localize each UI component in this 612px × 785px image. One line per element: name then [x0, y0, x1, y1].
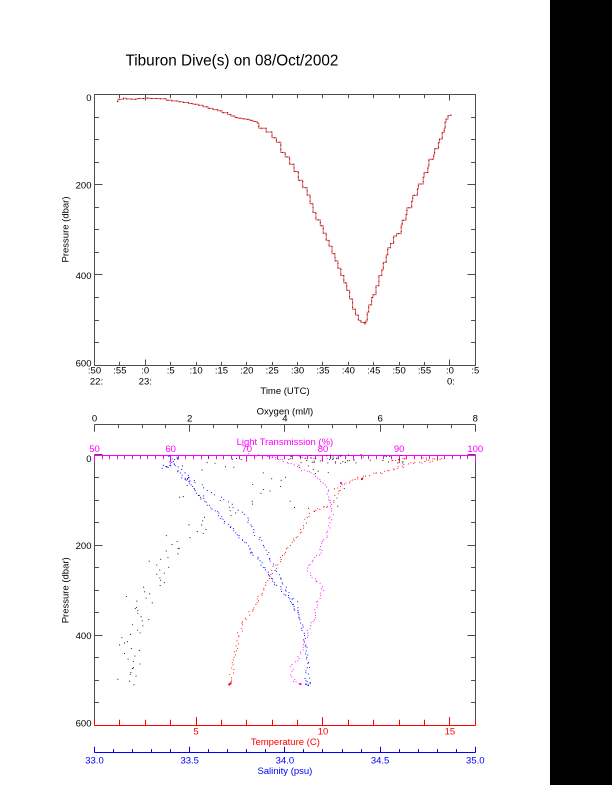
svg-text:15: 15 — [445, 727, 456, 738]
svg-text:34.5: 34.5 — [371, 755, 390, 766]
svg-text:0:: 0: — [447, 376, 455, 387]
svg-text::55: :55 — [418, 366, 431, 377]
svg-text:Time (UTC): Time (UTC) — [260, 386, 309, 397]
svg-text:22:: 22: — [90, 376, 103, 387]
svg-text::0: :0 — [141, 366, 149, 377]
svg-text:33.0: 33.0 — [85, 755, 104, 766]
svg-text::0: :0 — [446, 366, 454, 377]
svg-text:34.0: 34.0 — [276, 755, 295, 766]
svg-text::55: :55 — [113, 366, 126, 377]
svg-text:2: 2 — [187, 414, 192, 425]
svg-text::5: :5 — [167, 366, 175, 377]
svg-text::20: :20 — [240, 366, 253, 377]
svg-text:Salinity (psu): Salinity (psu) — [257, 766, 312, 777]
svg-text:4: 4 — [282, 414, 287, 425]
svg-text::25: :25 — [266, 366, 279, 377]
svg-text::30: :30 — [291, 366, 304, 377]
svg-text:60: 60 — [165, 444, 176, 455]
svg-text:400: 400 — [76, 271, 92, 282]
svg-text:90: 90 — [394, 444, 405, 455]
svg-text::5: :5 — [471, 366, 479, 377]
svg-text:400: 400 — [76, 631, 92, 642]
svg-text:0: 0 — [92, 414, 97, 425]
svg-text:6: 6 — [377, 414, 382, 425]
svg-text::10: :10 — [189, 366, 202, 377]
svg-text:80: 80 — [318, 444, 329, 455]
svg-text:10: 10 — [318, 727, 329, 738]
svg-text:Light Transmission (%): Light Transmission (%) — [237, 437, 334, 448]
svg-text:5: 5 — [193, 727, 198, 738]
svg-text:100: 100 — [467, 444, 483, 455]
svg-text:0: 0 — [86, 93, 91, 104]
svg-text::40: :40 — [342, 366, 355, 377]
svg-text:Pressure (dbar): Pressure (dbar) — [61, 557, 72, 623]
svg-text:Temperature (C): Temperature (C) — [251, 737, 320, 748]
svg-text::35: :35 — [316, 366, 329, 377]
svg-text:Tiburon Dive(s) on 08/Oct/2002: Tiburon Dive(s) on 08/Oct/2002 — [126, 52, 339, 69]
svg-text:200: 200 — [76, 181, 92, 192]
svg-text:33.5: 33.5 — [180, 755, 199, 766]
svg-text:50: 50 — [89, 444, 100, 455]
svg-text:70: 70 — [242, 444, 253, 455]
svg-text::45: :45 — [367, 366, 380, 377]
svg-text::15: :15 — [215, 366, 228, 377]
svg-text:200: 200 — [76, 541, 92, 552]
svg-text:Oxygen (ml/l): Oxygen (ml/l) — [257, 407, 313, 418]
svg-text:Pressure (dbar): Pressure (dbar) — [61, 197, 72, 263]
svg-text:600: 600 — [76, 719, 92, 730]
svg-text::50: :50 — [88, 366, 101, 377]
svg-text:35.0: 35.0 — [466, 755, 485, 766]
svg-text:600: 600 — [76, 358, 92, 369]
svg-text::50: :50 — [393, 366, 406, 377]
svg-text:23:: 23: — [139, 376, 152, 387]
svg-text:0: 0 — [86, 454, 91, 465]
svg-text:8: 8 — [473, 414, 478, 425]
